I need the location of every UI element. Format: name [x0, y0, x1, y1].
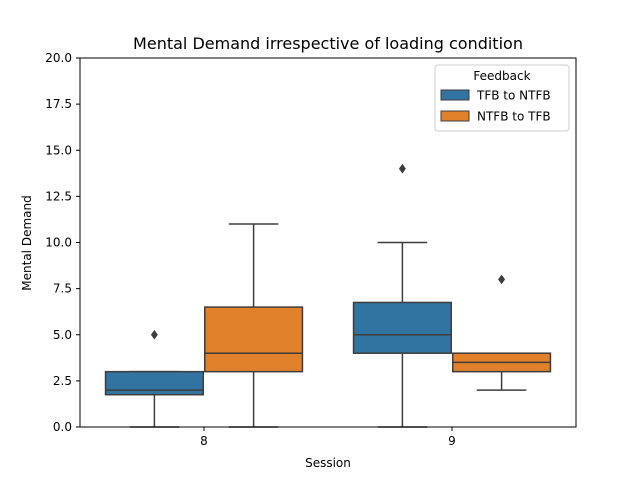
legend-title: Feedback — [473, 69, 530, 83]
box-iqr — [204, 306, 304, 373]
box-ntfb-to-tfb-9 — [452, 274, 552, 391]
legend: Feedback TFB to NTFB NTFB to TFB — [434, 64, 570, 132]
y-tick-label: 5.0 — [53, 328, 72, 342]
chart-title: Mental Demand irrespective of loading co… — [133, 34, 523, 53]
x-tick-label: 9 — [448, 434, 456, 448]
legend-swatch — [440, 110, 470, 122]
box-iqr — [104, 370, 204, 396]
y-tick-label: 2.5 — [53, 374, 72, 388]
outlier-point — [398, 163, 406, 174]
y-tick-label: 7.5 — [53, 282, 72, 296]
y-axis-label: Mental Demand — [20, 195, 34, 290]
legend-swatch — [440, 89, 470, 101]
x-axis-label: Session — [305, 456, 351, 470]
y-tick-label: 20.0 — [45, 51, 72, 65]
plot-area: 0.0 2.5 5.0 7.5 10.0 12.5 15.0 17.5 20.0 8 9 — [45, 51, 577, 448]
box-tfb-to-ntfb-8 — [104, 329, 204, 428]
y-tick-label: 10.0 — [45, 236, 72, 250]
y-tick-label: 15.0 — [45, 143, 72, 157]
y-tick-label: 0.0 — [53, 420, 72, 434]
outlier-point — [498, 274, 506, 285]
legend-label: NTFB to TFB — [477, 110, 551, 124]
box-iqr — [352, 301, 452, 354]
y-tick-label: 17.5 — [45, 97, 72, 111]
outlier-point — [150, 329, 158, 340]
y-tick-label: 12.5 — [45, 189, 72, 203]
x-tick-label: 8 — [200, 434, 208, 448]
legend-label: TFB to NTFB — [476, 89, 551, 103]
